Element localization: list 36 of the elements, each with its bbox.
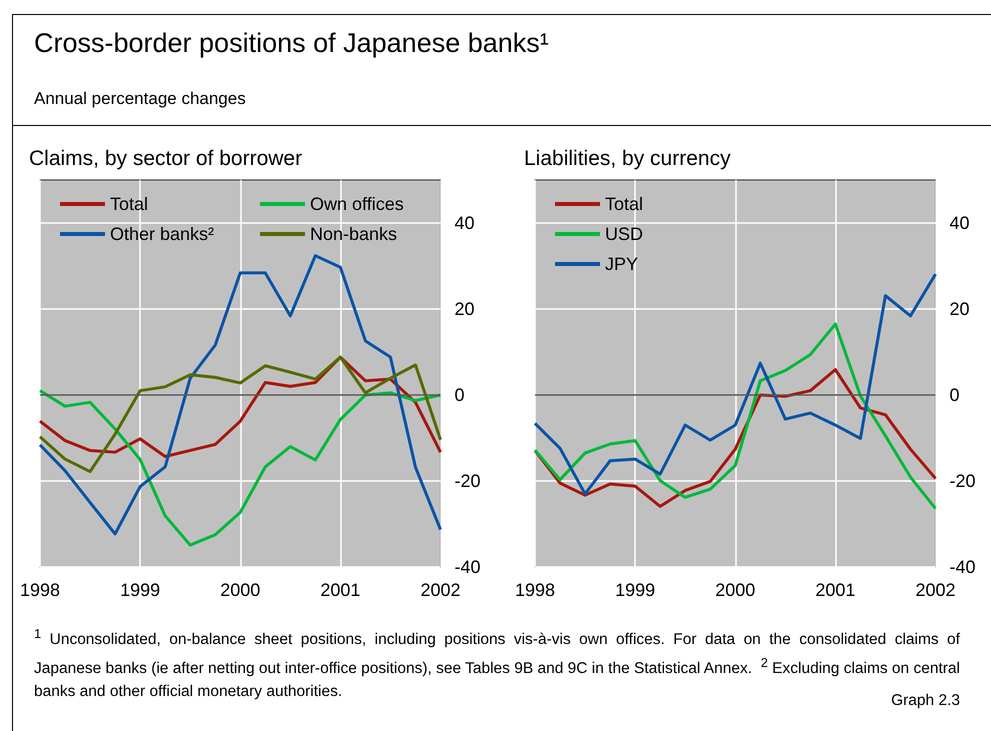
x-tick-label: 1999 bbox=[120, 580, 160, 600]
legend-label: Non-banks bbox=[310, 224, 398, 244]
y-tick-label: 40 bbox=[454, 213, 475, 233]
y-tick-label: -20 bbox=[949, 471, 976, 491]
legend-label: USD bbox=[604, 224, 643, 244]
y-tick-label: 40 bbox=[949, 213, 970, 233]
line-series bbox=[38, 389, 442, 547]
legend-label: Own offices bbox=[310, 194, 404, 214]
text: Annual percentage changes bbox=[34, 89, 246, 109]
x-tick-label: 2002 bbox=[914, 580, 956, 600]
x-tick-label: 1998 bbox=[20, 580, 60, 600]
y-tick-label: 20 bbox=[454, 299, 475, 319]
line-series bbox=[533, 272, 936, 496]
x-tick-label: 1999 bbox=[614, 580, 655, 600]
chart-title: Liabilities, by currency bbox=[524, 147, 731, 170]
chart-title: Claims, by sector of borrower bbox=[29, 147, 302, 170]
y-tick-label: -40 bbox=[949, 557, 976, 577]
y-tick-label: 0 bbox=[949, 385, 960, 405]
x-tick-label: 2000 bbox=[714, 580, 755, 600]
legend-label: Total bbox=[604, 194, 643, 214]
line-series bbox=[533, 322, 936, 510]
y-tick-label: -20 bbox=[454, 471, 481, 491]
text: Cross-border positions of Japanese banks¹ bbox=[34, 28, 549, 59]
x-tick-label: 2001 bbox=[320, 580, 360, 600]
x-tick-label: 1998 bbox=[514, 580, 555, 600]
legend-label: Other banks² bbox=[110, 224, 214, 244]
caption: Graph 2.3 bbox=[891, 692, 960, 710]
x-tick-label: 2002 bbox=[420, 580, 461, 600]
line-series bbox=[38, 254, 442, 536]
y-tick-label: 0 bbox=[454, 385, 465, 405]
y-tick-label: 20 bbox=[949, 299, 970, 319]
x-tick-label: 2000 bbox=[220, 580, 260, 600]
legend-label: Total bbox=[110, 194, 148, 214]
x-tick-label: 2001 bbox=[814, 580, 855, 600]
y-tick-label: -40 bbox=[454, 557, 481, 577]
legend-label: JPY bbox=[604, 254, 638, 274]
